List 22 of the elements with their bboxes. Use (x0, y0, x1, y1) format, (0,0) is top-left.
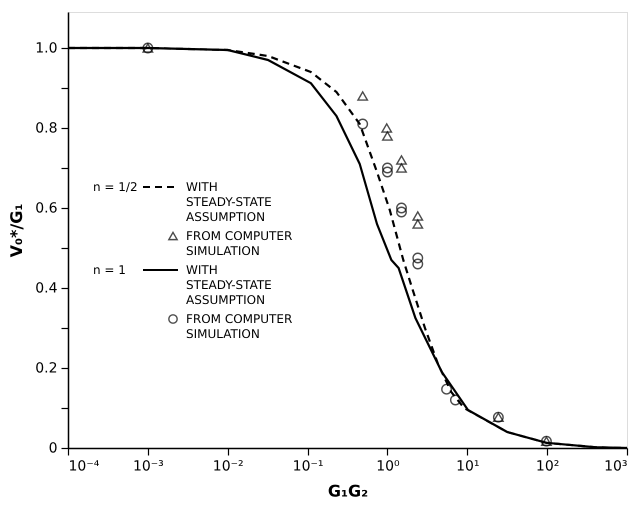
y-tick-label: 0 (48, 440, 58, 456)
x-tick-label: 10⁰ (376, 458, 400, 474)
x-tick-label: 10⁻¹ (292, 458, 324, 474)
y-axis-title: V₀*/G₁ (7, 204, 26, 258)
x-tick-label: 10³ (604, 458, 628, 474)
x-axis-title: G₁G₂ (328, 482, 368, 500)
legend-label: FROM COMPUTER SIMULATION (186, 312, 292, 341)
legend-label: FROM COMPUTER SIMULATION (186, 229, 292, 258)
legend-label: WITH STEADY-STATE ASSUMPTION (186, 180, 272, 224)
x-tick-label: 10⁻³ (132, 458, 164, 474)
x-tick-label: 10⁻² (212, 458, 244, 474)
y-tick-label: 0.4 (35, 280, 58, 296)
x-tick-label: 10⁻⁴ (68, 458, 100, 474)
x-tick-label: 10¹ (456, 458, 480, 474)
annotation: n = 1/2 (93, 180, 138, 194)
x-tick-label: 10² (536, 458, 560, 474)
annotation: n = 1 (93, 263, 126, 277)
y-tick-label: 0.8 (35, 120, 58, 136)
legend-label: WITH STEADY-STATE ASSUMPTION (186, 263, 272, 307)
y-tick-label: 0.2 (35, 360, 58, 376)
y-tick-label: 0.6 (35, 200, 58, 216)
y-tick-label: 1.0 (35, 40, 58, 56)
